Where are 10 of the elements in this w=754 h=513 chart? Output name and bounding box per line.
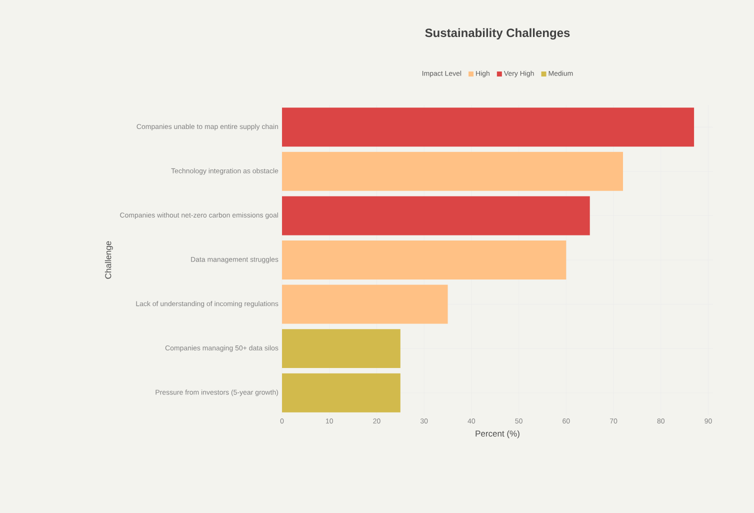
bar <box>282 240 566 280</box>
bar <box>282 108 694 147</box>
bar <box>282 196 590 236</box>
bar <box>282 373 400 412</box>
bar <box>282 284 448 324</box>
chart-title: Sustainability Challenges <box>425 28 570 40</box>
bar <box>282 152 624 191</box>
bar <box>282 329 400 368</box>
x-axis-title: Percent (%) <box>476 430 520 438</box>
y-axis-title: Challenge <box>104 241 113 279</box>
